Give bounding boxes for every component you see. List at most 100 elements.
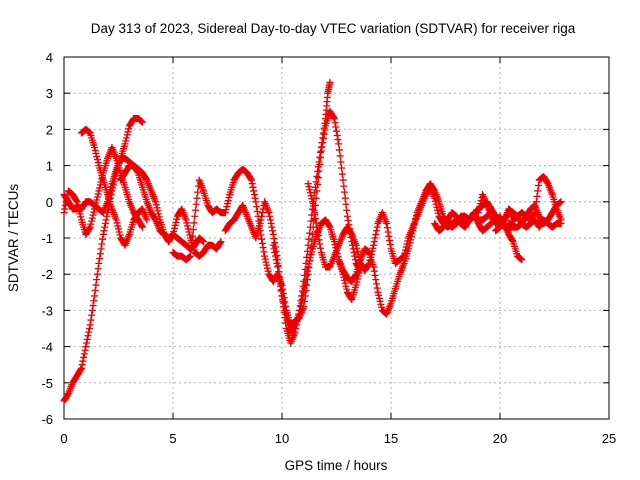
data-point — [91, 144, 99, 151]
x-axis-label: GPS time / hours — [285, 458, 388, 473]
data-point — [224, 197, 232, 205]
data-point — [91, 286, 99, 294]
data-point — [372, 227, 380, 235]
data-point — [84, 332, 92, 340]
data-point — [194, 188, 202, 196]
data-point — [60, 209, 68, 217]
data-point — [320, 130, 328, 138]
data-point — [340, 273, 348, 281]
data-point — [267, 220, 275, 228]
data-point — [83, 335, 91, 343]
data-point — [383, 224, 391, 232]
data-point — [186, 252, 194, 260]
data-point — [171, 221, 179, 229]
data-point — [340, 276, 348, 284]
data-point — [352, 241, 360, 249]
data-point — [187, 245, 195, 253]
data-point — [303, 271, 311, 279]
data-point — [534, 187, 542, 195]
data-point — [258, 239, 266, 247]
data-point — [341, 279, 349, 287]
data-point — [169, 230, 177, 238]
data-point — [353, 278, 361, 286]
data-point — [90, 208, 98, 216]
data-point — [152, 198, 160, 206]
series-sat-j — [269, 216, 364, 336]
data-point — [339, 176, 347, 184]
data-point — [88, 217, 96, 225]
data-point — [319, 129, 327, 137]
y-tick-label: -3 — [41, 303, 53, 318]
data-point — [190, 219, 198, 227]
data-point — [191, 212, 199, 220]
data-point — [332, 123, 340, 131]
data-point — [304, 180, 312, 188]
data-point — [85, 328, 93, 336]
data-point — [273, 259, 281, 267]
data-point — [85, 224, 93, 232]
data-point — [269, 230, 277, 238]
data-point — [77, 366, 85, 374]
data-point — [338, 164, 346, 172]
data-point — [330, 115, 338, 123]
data-point — [83, 339, 91, 347]
data-point — [340, 182, 348, 190]
data-point — [250, 191, 258, 199]
data-point — [370, 241, 378, 249]
x-tick-label: 25 — [602, 431, 616, 446]
data-point — [268, 223, 276, 231]
y-tick-label: 0 — [46, 195, 53, 210]
data-point — [154, 207, 162, 215]
data-point — [320, 124, 328, 132]
data-point — [406, 239, 414, 247]
data-point — [224, 200, 231, 208]
data-point — [372, 230, 380, 238]
data-point — [409, 227, 417, 235]
data-point — [410, 224, 418, 232]
data-point — [115, 225, 122, 233]
data-point — [309, 198, 317, 206]
data-point — [168, 232, 176, 240]
data-point — [332, 244, 340, 252]
data-point — [107, 183, 115, 191]
data-point — [87, 220, 95, 228]
data-point — [88, 311, 96, 319]
data-point — [307, 251, 315, 259]
series-sat-a — [60, 115, 146, 405]
data-point — [557, 198, 565, 206]
data-point — [95, 187, 103, 195]
data-point — [96, 250, 104, 258]
data-point — [314, 174, 322, 182]
data-point — [266, 216, 274, 224]
data-point — [281, 306, 289, 314]
data-point — [93, 156, 101, 164]
data-point — [386, 241, 394, 249]
data-point — [222, 206, 230, 214]
data-point — [383, 220, 391, 228]
data-point — [306, 189, 314, 197]
data-point — [311, 215, 319, 223]
data-point — [153, 204, 161, 212]
data-point — [193, 194, 201, 202]
data-point — [249, 183, 257, 191]
data-point — [270, 235, 278, 243]
data-point — [82, 343, 90, 351]
data-point — [306, 254, 314, 262]
data-point — [258, 209, 266, 217]
data-point — [309, 205, 317, 213]
data-point — [114, 222, 122, 230]
data-point — [217, 238, 225, 246]
data-point — [85, 325, 93, 332]
data-point — [557, 220, 565, 228]
data-point — [309, 202, 317, 210]
data-point — [333, 250, 341, 258]
data-point — [370, 263, 378, 271]
data-point — [95, 259, 103, 267]
data-point — [487, 220, 495, 228]
data-point — [305, 235, 313, 243]
data-point — [265, 209, 273, 217]
data-point — [184, 222, 192, 230]
data-point — [343, 206, 351, 214]
data-point — [476, 203, 484, 211]
data-point — [93, 196, 101, 204]
